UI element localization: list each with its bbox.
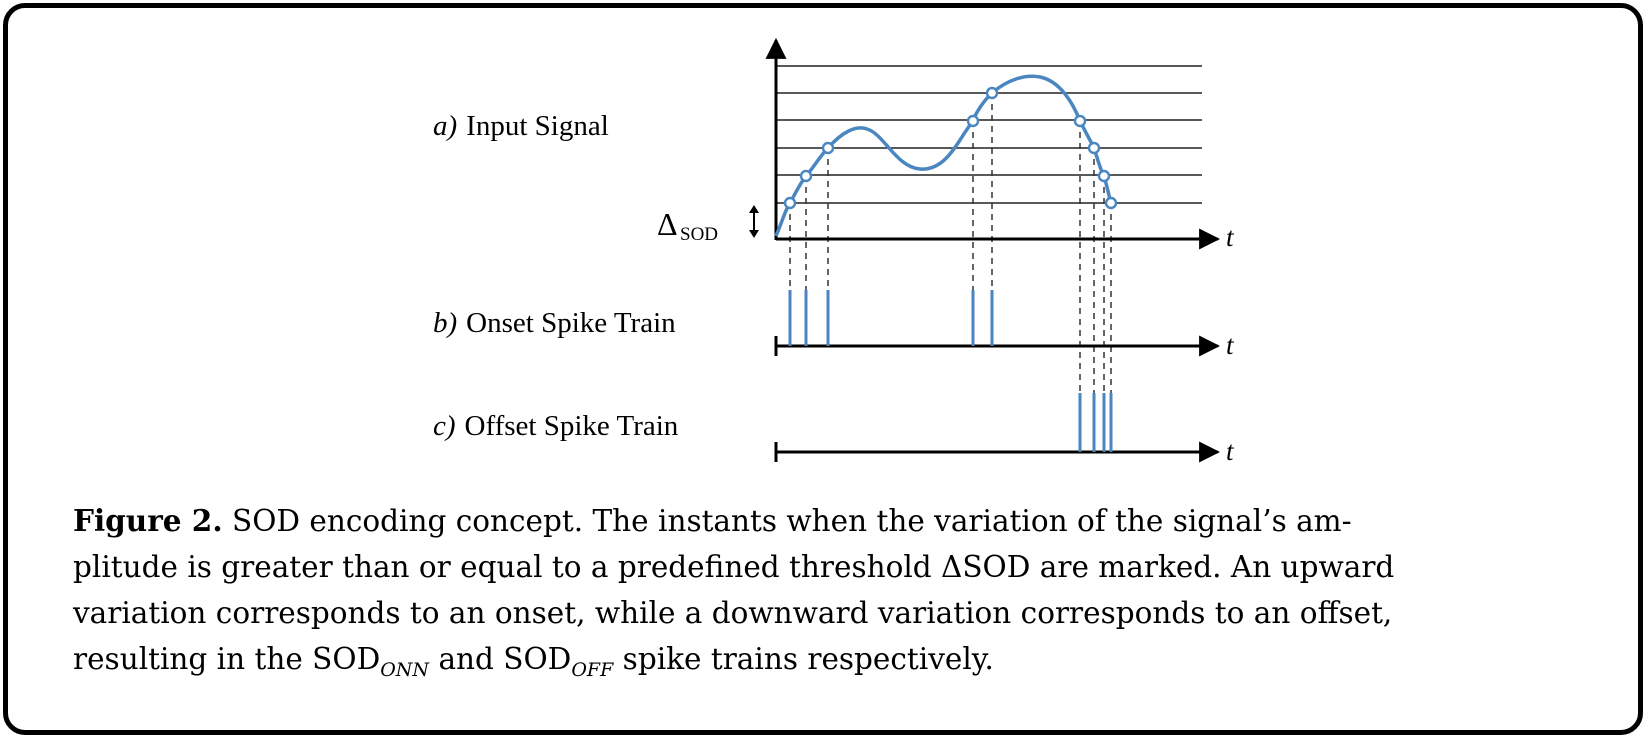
delta-indicator <box>749 205 759 238</box>
crossing-marker <box>1097 169 1111 183</box>
offset-spikes <box>1078 393 1113 452</box>
delta-subscript: SOD <box>680 224 718 245</box>
crossing-marker <box>966 114 980 128</box>
caption-last-post: spike trains respectively. <box>613 642 994 676</box>
figure-caption: Figure 2. SOD encoding concept. The inst… <box>73 498 1573 693</box>
caption-line-3: variation corresponds to an onset, while… <box>73 596 1393 630</box>
crossing-marker <box>1087 141 1101 155</box>
panel-c-letter: c) <box>433 410 456 442</box>
time-label-a: t <box>1226 222 1235 252</box>
caption-line-2: plitude is greater than or equal to a pr… <box>73 550 1395 584</box>
crossing-markers <box>783 86 1118 210</box>
caption-last-pre: resulting in the SOD <box>73 642 381 676</box>
sod-off-subscript: OFF <box>571 659 614 681</box>
crossing-marker <box>783 196 797 210</box>
panel-c-title: Offset Spike Train <box>465 410 679 442</box>
figure-frame <box>3 3 1643 735</box>
onset-spikes <box>788 290 994 346</box>
time-label-b: t <box>1226 330 1235 360</box>
panel-a-title: Input Signal <box>466 110 609 142</box>
caption-line-4: resulting in the SODONN and SODOFF spike… <box>73 636 1573 693</box>
panel-b-label: b) Onset Spike Train <box>433 307 676 339</box>
axes <box>765 37 1221 463</box>
figure-label: Figure 2. <box>73 503 223 538</box>
crossing-marker <box>985 86 999 100</box>
panel-b-letter: b) <box>433 307 457 339</box>
dashed-guides <box>789 93 1112 393</box>
panel-b-title: Onset Spike Train <box>466 307 676 339</box>
threshold-lines <box>776 65 1202 204</box>
crossing-marker <box>1073 114 1087 128</box>
input-signal-curve <box>774 74 1113 237</box>
panel-a-label: a) Input Signal <box>433 110 609 142</box>
caption-last-mid: and SOD <box>429 642 572 676</box>
caption-line-1: Figure 2. SOD encoding concept. The inst… <box>73 498 1573 544</box>
delta-symbol: Δ <box>657 206 678 242</box>
crossing-marker <box>821 141 835 155</box>
time-label-c: t <box>1226 436 1235 466</box>
sod-onn-subscript: ONN <box>380 659 430 681</box>
caption-text-1: SOD encoding concept. The instants when … <box>232 504 1352 538</box>
crossing-marker <box>1104 196 1118 210</box>
panel-c-label: c) Offset Spike Train <box>433 410 679 442</box>
panel-a-letter: a) <box>433 110 457 142</box>
crossing-marker <box>799 169 813 183</box>
